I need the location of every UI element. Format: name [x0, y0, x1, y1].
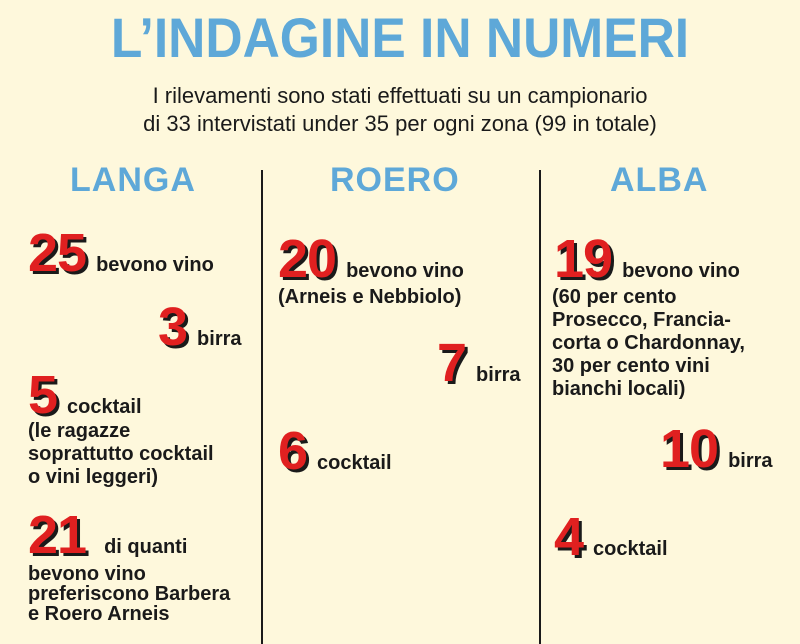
column-divider-2	[539, 170, 541, 644]
roero-beer-label: birra	[476, 364, 521, 386]
langa-barbera-number: 21	[28, 505, 87, 565]
langa-wine-label: bevono vino	[96, 254, 214, 276]
langa-barbera-stat: 21 di quanti	[28, 508, 187, 562]
langa-barbera-label: di quanti	[104, 536, 188, 558]
roero-wine-label: bevono vino	[346, 260, 464, 282]
alba-wine-note: (60 per cento Prosecco, Francia- corta o…	[552, 286, 745, 401]
roero-wine-stat: 20 bevono vino	[278, 232, 464, 286]
langa-barbera-note-line: e Roero Arneis	[28, 603, 170, 625]
alba-beer-label: birra	[728, 450, 773, 472]
alba-cocktail-number: 4	[554, 507, 584, 567]
subtitle-line-1: I rilevamenti sono stati effettuati su u…	[152, 83, 648, 108]
langa-cocktail-note-line: o vini leggeri)	[28, 466, 159, 488]
roero-beer-number: 7	[437, 333, 467, 393]
alba-beer-number: 10	[660, 419, 719, 479]
langa-cocktail-note: (le ragazze soprattutto cocktail o vini …	[28, 420, 214, 489]
zone-heading-alba: ALBA	[610, 161, 709, 199]
alba-cocktail-label: cocktail	[593, 538, 668, 560]
langa-wine-stat: 25 bevono vino	[28, 226, 214, 280]
subtitle: I rilevamenti sono stati effettuati su u…	[0, 82, 800, 138]
roero-cocktail-number: 6	[278, 421, 308, 481]
langa-barbera-note-line: preferiscono Barbera	[28, 583, 231, 605]
langa-cocktail-note-line: (le ragazze	[28, 420, 131, 442]
langa-wine-number: 25	[28, 223, 87, 283]
langa-beer-label: birra	[197, 328, 242, 350]
langa-cocktail-number: 5	[28, 365, 58, 425]
roero-cocktail-stat: 6 cocktail	[278, 424, 392, 478]
alba-wine-note-line: Prosecco, Francia-	[552, 309, 731, 331]
langa-cocktail-label: cocktail	[67, 396, 142, 418]
langa-beer-stat: 3 birra	[158, 300, 242, 354]
column-divider-1	[261, 170, 263, 644]
alba-wine-note-line: 30 per cento vini	[552, 355, 710, 377]
alba-cocktail-stat: 4 cocktail	[554, 510, 668, 564]
alba-wine-note-line: (60 per cento	[552, 286, 677, 308]
langa-beer-number: 3	[158, 297, 188, 357]
roero-wine-number: 20	[278, 229, 337, 289]
alba-wine-note-line: bianchi locali)	[552, 378, 686, 400]
langa-cocktail-stat: 5 cocktail	[28, 368, 142, 422]
alba-wine-note-line: corta o Chardonnay,	[552, 332, 745, 354]
page-title: L’INDAGINE IN NUMERI	[110, 6, 690, 69]
alba-wine-label: bevono vino	[622, 260, 740, 282]
roero-beer-stat: 7 birra	[437, 336, 521, 390]
subtitle-line-2: di 33 intervistati under 35 per ogni zon…	[143, 111, 657, 136]
alba-wine-stat: 19 bevono vino	[554, 232, 740, 286]
langa-barbera-note-line: bevono vino	[28, 563, 146, 585]
roero-wine-note-line: (Arneis e Nebbiolo)	[278, 286, 462, 308]
langa-cocktail-note-line: soprattutto cocktail	[28, 443, 214, 465]
alba-beer-stat: 10 birra	[660, 422, 773, 476]
alba-wine-number: 19	[554, 229, 613, 289]
zone-heading-langa: LANGA	[70, 161, 196, 199]
roero-cocktail-label: cocktail	[317, 452, 392, 474]
langa-barbera-note: bevono vino preferiscono Barbera e Roero…	[28, 564, 230, 624]
roero-wine-note: (Arneis e Nebbiolo)	[278, 286, 461, 309]
zone-heading-roero: ROERO	[330, 161, 460, 199]
